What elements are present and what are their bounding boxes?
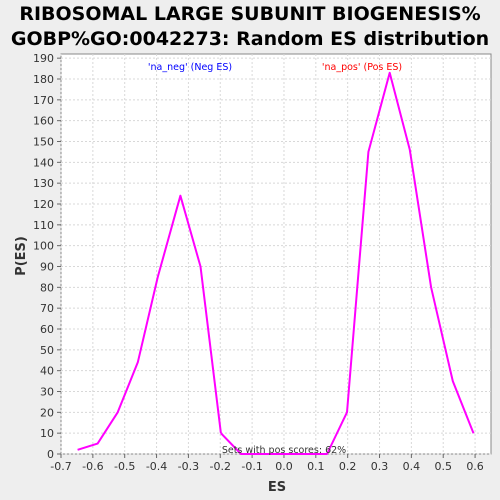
x-gridlines: [60, 54, 476, 454]
x-tick-label: -0.1: [241, 460, 262, 473]
x-tick-label: -0.4: [146, 460, 167, 473]
y-tick-label: 120: [33, 198, 54, 211]
y-tick-label: 70: [40, 302, 54, 315]
plot-area: [60, 53, 492, 455]
x-tick-label: -0.6: [82, 460, 103, 473]
chart-title-line2: GOBP%GO:0042273: Random ES distribution: [10, 28, 490, 50]
y-tick-label: 110: [33, 219, 54, 232]
y-tick-label: 30: [40, 386, 54, 399]
y-tick-label: 180: [33, 73, 54, 86]
y-tick-label: 170: [33, 94, 54, 107]
pos-scores-footnote: Sets with pos scores: 62%: [222, 445, 346, 456]
series-lines: [77, 71, 475, 455]
x-tick-label: 0.0: [275, 460, 293, 473]
y-tick-label: 50: [40, 344, 54, 357]
x-tick-label: 0.5: [434, 460, 452, 473]
x-tick-label: -0.7: [50, 460, 71, 473]
chart-title-line1: RIBOSOMAL LARGE SUBUNIT BIOGENESIS%: [19, 3, 481, 25]
x-axis-title: ES: [268, 480, 286, 495]
y-tick-label: 140: [33, 156, 54, 169]
y-tick-label: 40: [40, 365, 54, 378]
y-tick-label: 20: [40, 406, 54, 419]
y-tick-label: 160: [33, 115, 54, 128]
y-tick-label: 10: [40, 427, 54, 440]
y-tick-label: 150: [33, 136, 54, 149]
y-tick-label: 80: [40, 281, 54, 294]
neg-es-label: 'na_neg' (Neg ES): [148, 62, 232, 73]
x-tick-label: -0.2: [210, 460, 231, 473]
y-tick-label: 100: [33, 240, 54, 253]
pos-es-label: 'na_pos' (Pos ES): [322, 62, 402, 73]
y-tick-label: 130: [33, 177, 54, 190]
y-tick-label: 90: [40, 261, 54, 274]
x-tick-label: -0.3: [178, 460, 199, 473]
series-line-2: [220, 71, 475, 455]
y-tick-label: 60: [40, 323, 54, 336]
x-tick-label: 0.2: [339, 460, 357, 473]
series-line-1: [77, 194, 222, 451]
y-tick-label: 190: [33, 52, 54, 65]
x-tick-label: 0.4: [403, 460, 421, 473]
x-axis-ticks: -0.7 -0.6 -0.5 -0.4 -0.3 -0.2 -0.1 0.0 0.1 0.2 0.3…: [50, 454, 484, 473]
x-tick-label: 0.1: [307, 460, 325, 473]
x-tick-label: 0.3: [371, 460, 389, 473]
y-tick-label: 0: [47, 448, 54, 461]
x-tick-label: -0.5: [114, 460, 135, 473]
y-axis-title: P(ES): [14, 236, 29, 276]
y-axis-ticks: 0 10 20 30 40 50 60 70 80 90 100 110 120 130 140 150 160…: [33, 52, 61, 461]
x-tick-label: 0.6: [466, 460, 484, 473]
